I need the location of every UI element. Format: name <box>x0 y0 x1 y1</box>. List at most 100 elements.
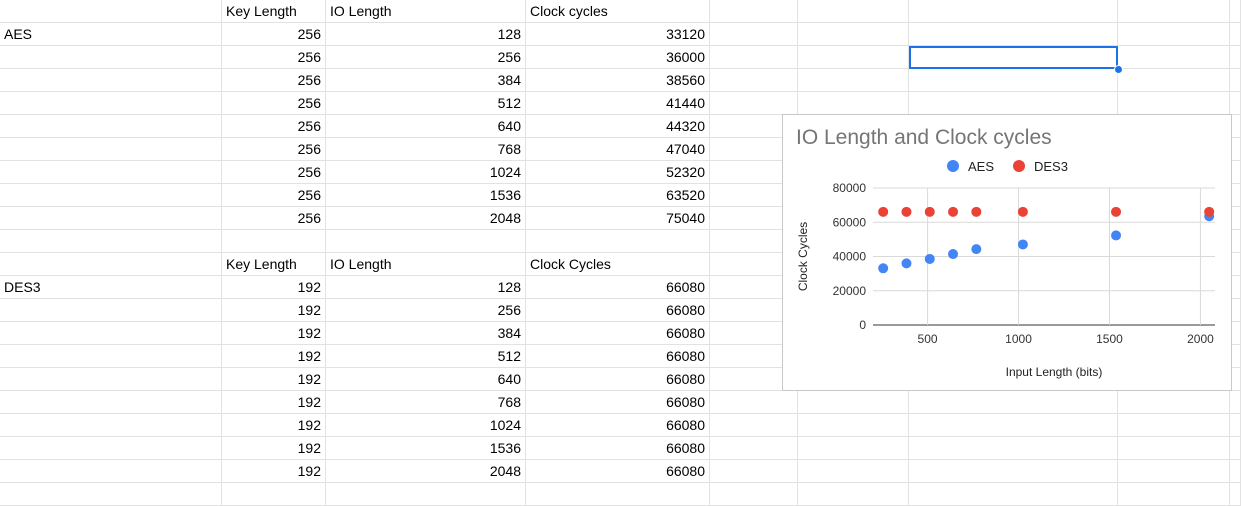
empty-cell[interactable] <box>1230 92 1241 115</box>
empty-cell[interactable] <box>798 23 909 46</box>
empty-cell[interactable] <box>0 460 222 483</box>
empty-cell[interactable] <box>0 368 222 391</box>
empty-cell[interactable] <box>710 391 798 414</box>
empty-cell[interactable] <box>0 207 222 230</box>
aes-key-length-cell[interactable]: 256 <box>222 92 326 115</box>
aes-key-length-cell[interactable]: 256 <box>222 207 326 230</box>
empty-cell[interactable] <box>710 92 798 115</box>
empty-cell[interactable] <box>1118 92 1230 115</box>
aes-label-cell[interactable]: AES <box>0 23 222 46</box>
empty-cell[interactable] <box>1118 414 1230 437</box>
des3-clock-cycles-cell[interactable]: 66080 <box>526 368 710 391</box>
empty-cell[interactable] <box>326 230 526 253</box>
des3-key-length-cell[interactable]: 192 <box>222 414 326 437</box>
empty-cell[interactable] <box>1118 69 1230 92</box>
aes-key-length-cell[interactable]: 256 <box>222 46 326 69</box>
empty-cell[interactable] <box>909 69 1118 92</box>
empty-cell[interactable] <box>798 69 909 92</box>
empty-cell[interactable] <box>0 69 222 92</box>
empty-cell[interactable] <box>1230 69 1241 92</box>
aes-clock-cycles-cell[interactable]: 47040 <box>526 138 710 161</box>
des3-io-length-cell[interactable]: 384 <box>326 322 526 345</box>
des3-clock-cycles-cell[interactable]: 66080 <box>526 391 710 414</box>
aes-io-length-cell[interactable]: 1536 <box>326 184 526 207</box>
aes-clock-cycles-cell[interactable]: 63520 <box>526 184 710 207</box>
empty-cell[interactable] <box>1118 483 1230 506</box>
des3-clock-cycles-cell[interactable]: 66080 <box>526 322 710 345</box>
aes-clock-cycles-cell[interactable]: 41440 <box>526 92 710 115</box>
empty-cell[interactable] <box>0 437 222 460</box>
des3-io-length-cell[interactable]: 1024 <box>326 414 526 437</box>
aes-clock-cycles-cell[interactable]: 52320 <box>526 161 710 184</box>
empty-cell[interactable] <box>526 230 710 253</box>
des3-key-length-cell[interactable]: 192 <box>222 299 326 322</box>
empty-cell[interactable] <box>0 299 222 322</box>
empty-cell[interactable] <box>909 437 1118 460</box>
empty-cell[interactable] <box>798 46 909 69</box>
empty-cell[interactable] <box>0 483 222 506</box>
aes-io-length-header[interactable]: IO Length <box>326 0 526 23</box>
empty-cell[interactable] <box>1230 460 1241 483</box>
aes-key-length-cell[interactable]: 256 <box>222 69 326 92</box>
empty-cell[interactable] <box>222 483 326 506</box>
des3-io-length-cell[interactable]: 640 <box>326 368 526 391</box>
empty-cell[interactable] <box>0 161 222 184</box>
des3-clock-cycles-cell[interactable]: 66080 <box>526 460 710 483</box>
aes-key-length-cell[interactable]: 256 <box>222 23 326 46</box>
aes-clock-cycles-header[interactable]: Clock cycles <box>526 0 710 23</box>
aes-io-length-cell[interactable]: 640 <box>326 115 526 138</box>
empty-cell[interactable] <box>798 460 909 483</box>
des3-key-length-cell[interactable]: 192 <box>222 391 326 414</box>
aes-io-length-cell[interactable]: 1024 <box>326 161 526 184</box>
empty-cell[interactable] <box>326 483 526 506</box>
empty-cell[interactable] <box>710 69 798 92</box>
empty-cell[interactable] <box>909 460 1118 483</box>
empty-cell[interactable] <box>909 92 1118 115</box>
empty-cell[interactable] <box>0 414 222 437</box>
empty-cell[interactable] <box>0 46 222 69</box>
empty-cell[interactable] <box>0 345 222 368</box>
des3-key-length-cell[interactable]: 192 <box>222 322 326 345</box>
empty-cell[interactable] <box>798 0 909 23</box>
empty-cell[interactable] <box>710 460 798 483</box>
des3-clock-cycles-cell[interactable]: 66080 <box>526 276 710 299</box>
empty-cell[interactable] <box>1118 437 1230 460</box>
empty-cell[interactable] <box>798 414 909 437</box>
empty-cell[interactable] <box>0 391 222 414</box>
aes-clock-cycles-cell[interactable]: 75040 <box>526 207 710 230</box>
empty-cell[interactable] <box>0 138 222 161</box>
empty-cell[interactable] <box>0 253 222 276</box>
empty-cell[interactable] <box>1118 23 1230 46</box>
empty-cell[interactable] <box>798 437 909 460</box>
empty-cell[interactable] <box>1230 437 1241 460</box>
aes-key-length-header[interactable]: Key Length <box>222 0 326 23</box>
empty-cell[interactable] <box>710 414 798 437</box>
des3-key-length-cell[interactable]: 192 <box>222 368 326 391</box>
empty-cell[interactable] <box>909 391 1118 414</box>
aes-io-length-cell[interactable]: 2048 <box>326 207 526 230</box>
aes-io-length-cell[interactable]: 128 <box>326 23 526 46</box>
empty-cell[interactable] <box>909 23 1118 46</box>
des3-clock-cycles-cell[interactable]: 66080 <box>526 345 710 368</box>
empty-cell[interactable] <box>1118 391 1230 414</box>
fill-handle[interactable] <box>1114 65 1123 74</box>
chart-card[interactable]: IO Length and Clock cycles 0 20000 40000 60… <box>782 114 1232 391</box>
empty-cell[interactable] <box>1230 46 1241 69</box>
selected-cell[interactable] <box>909 46 1118 69</box>
aes-io-length-cell[interactable]: 512 <box>326 92 526 115</box>
empty-cell[interactable] <box>0 115 222 138</box>
empty-cell[interactable] <box>1230 414 1241 437</box>
des3-io-length-cell[interactable]: 512 <box>326 345 526 368</box>
empty-cell[interactable] <box>798 391 909 414</box>
des3-clock-cycles-cell[interactable]: 66080 <box>526 299 710 322</box>
des3-io-length-cell[interactable]: 128 <box>326 276 526 299</box>
des3-io-length-cell[interactable]: 256 <box>326 299 526 322</box>
aes-key-length-cell[interactable]: 256 <box>222 115 326 138</box>
empty-cell[interactable] <box>526 483 710 506</box>
des3-label-cell[interactable]: DES3 <box>0 276 222 299</box>
empty-cell[interactable] <box>909 483 1118 506</box>
des3-clock-cycles-header[interactable]: Clock Cycles <box>526 253 710 276</box>
aes-io-length-cell[interactable]: 256 <box>326 46 526 69</box>
des3-key-length-cell[interactable]: 192 <box>222 345 326 368</box>
empty-cell[interactable] <box>0 184 222 207</box>
